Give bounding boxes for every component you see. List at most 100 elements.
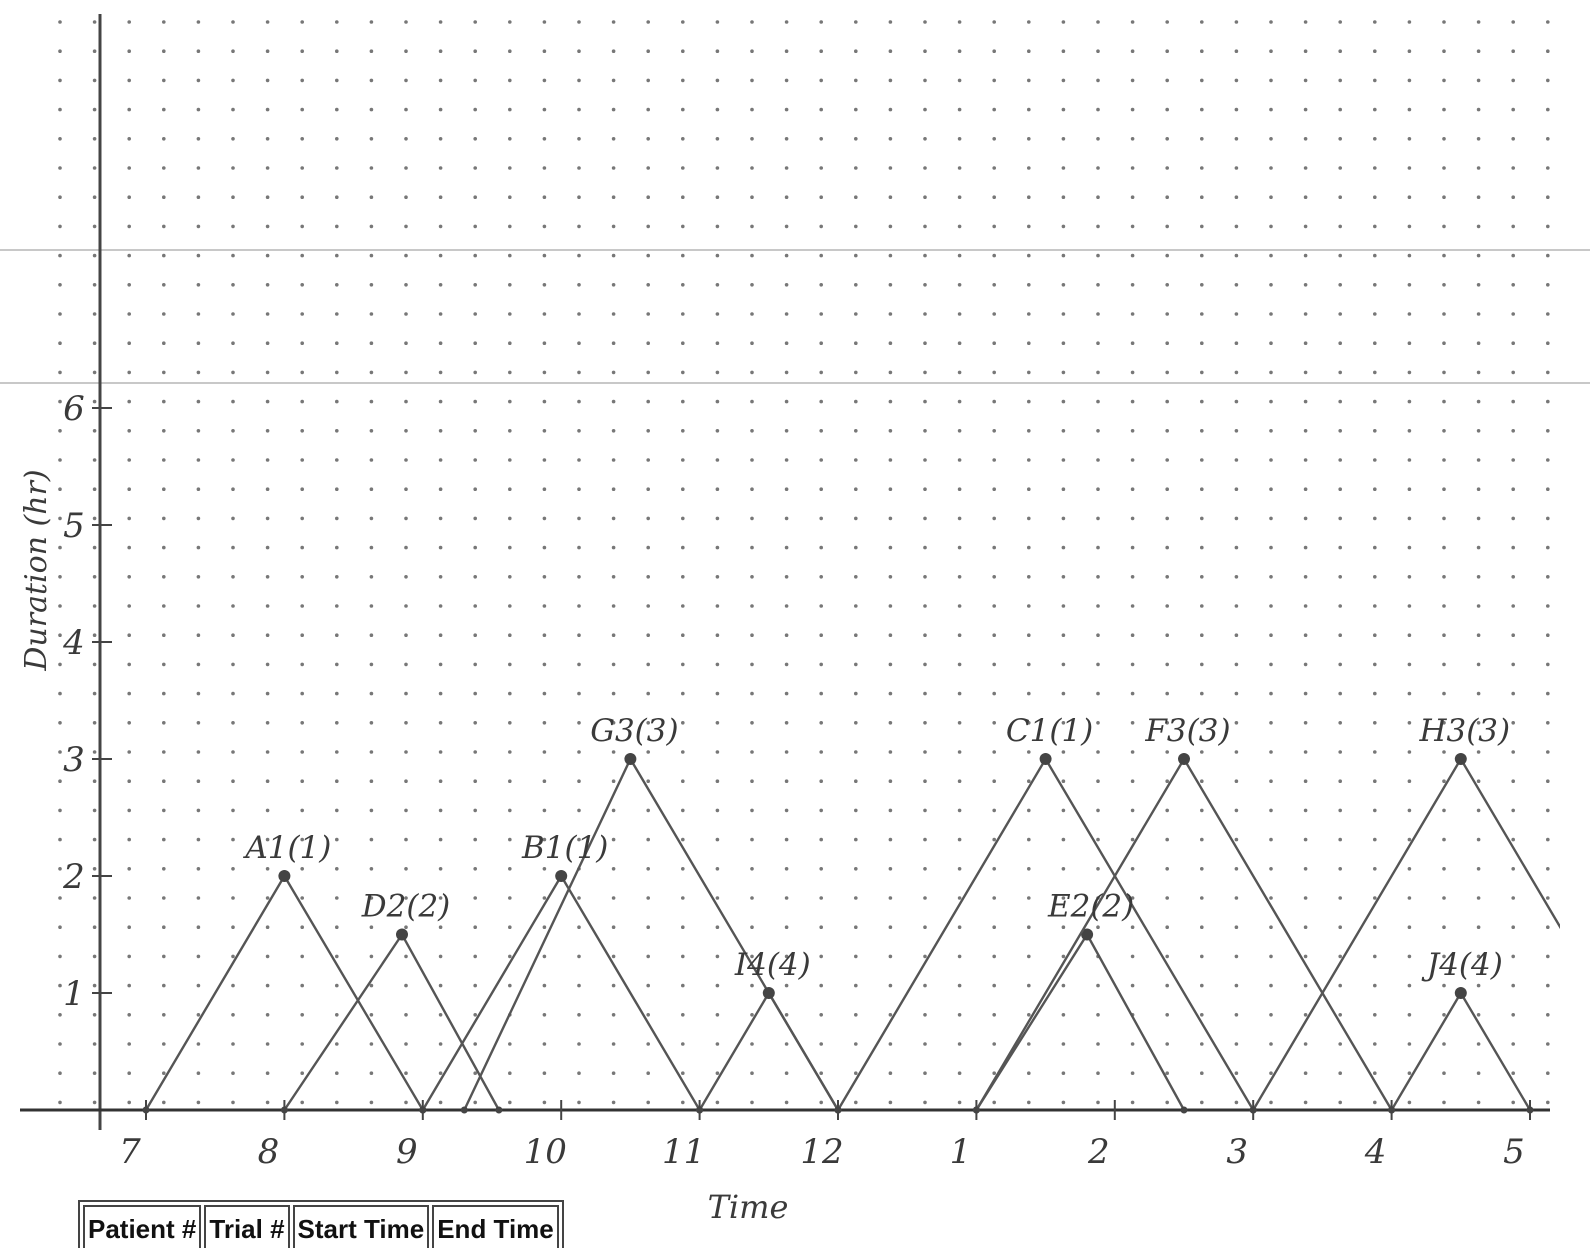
grid-dot: [819, 546, 823, 550]
grid-dot: [162, 575, 166, 579]
grid-dot: [1200, 79, 1204, 83]
grid-dot: [612, 49, 616, 53]
grid-dot: [612, 1101, 616, 1105]
grid-dot: [681, 955, 685, 959]
grid-dot: [716, 809, 720, 813]
grid-dot: [958, 400, 962, 404]
grid-dot: [162, 371, 166, 375]
grid-dot: [716, 166, 720, 170]
grid-dot: [266, 633, 270, 637]
grid-dot: [1165, 692, 1169, 696]
grid-dot: [889, 867, 893, 871]
grid-dot: [1269, 341, 1273, 345]
grid-dot: [1131, 1101, 1135, 1105]
grid-dot: [854, 137, 858, 141]
grid-dot: [923, 692, 927, 696]
grid-dot: [1511, 49, 1515, 53]
grid-dot: [266, 984, 270, 988]
grid-dot: [1269, 750, 1273, 754]
grid-dot: [58, 1013, 62, 1017]
grid-dot: [508, 225, 512, 229]
grid-dot: [58, 166, 62, 170]
grid-dot: [266, 137, 270, 141]
grid-dot: [127, 487, 131, 491]
grid-dot: [370, 838, 374, 842]
grid-dot: [577, 312, 581, 316]
grid-dot: [992, 955, 996, 959]
grid-dot: [958, 517, 962, 521]
grid-dot: [819, 838, 823, 842]
grid-dot: [1200, 925, 1204, 929]
grid-dot: [1096, 312, 1100, 316]
grid-dot: [266, 371, 270, 375]
grid-dot: [404, 1071, 408, 1075]
grid-dot: [1062, 575, 1066, 579]
data-table-header: Patient # Trial # Start Time End Time: [78, 1200, 564, 1248]
grid-dot: [854, 896, 858, 900]
grid-dot: [300, 955, 304, 959]
grid-dot: [197, 429, 201, 433]
grid-dot: [1408, 312, 1412, 316]
grid-dot: [404, 692, 408, 696]
grid-dot: [1546, 984, 1550, 988]
grid-dot: [439, 429, 443, 433]
grid-dot: [923, 1013, 927, 1017]
series-peak-point-10: [1455, 987, 1467, 999]
grid-dot: [1373, 663, 1377, 667]
grid-dot: [1408, 429, 1412, 433]
grid-dot: [439, 809, 443, 813]
grid-dot: [127, 1101, 131, 1105]
grid-dot: [231, 779, 235, 783]
grid-dot: [1546, 1013, 1550, 1017]
grid-dot: [439, 254, 443, 258]
grid-dot: [1269, 575, 1273, 579]
grid-dot: [612, 341, 616, 345]
grid-dot: [612, 604, 616, 608]
grid-dot: [1408, 809, 1412, 813]
y-tick-label: 1: [63, 974, 85, 1014]
grid-dot: [681, 400, 685, 404]
grid-dot: [335, 1042, 339, 1046]
grid-dot: [473, 750, 477, 754]
grid-dot: [266, 663, 270, 667]
grid-dot: [681, 254, 685, 258]
grid-dot: [785, 1042, 789, 1046]
grid-dot: [197, 984, 201, 988]
grid-dot: [1408, 838, 1412, 842]
grid-dot: [543, 633, 547, 637]
grid-dot: [1511, 312, 1515, 316]
grid-dot: [577, 1101, 581, 1105]
grid-dot: [197, 458, 201, 462]
grid-dot: [162, 867, 166, 871]
grid-dot: [370, 400, 374, 404]
grid-dot: [266, 79, 270, 83]
x-tick-label: 12: [800, 1132, 843, 1172]
grid-dot: [785, 838, 789, 842]
grid-dot: [58, 663, 62, 667]
grid-dot: [1408, 195, 1412, 199]
grid-dot: [58, 546, 62, 550]
grid-dot: [923, 1101, 927, 1105]
grid-dot: [1200, 750, 1204, 754]
grid-dot: [785, 400, 789, 404]
grid-dot: [1338, 604, 1342, 608]
grid-dot: [1304, 663, 1308, 667]
grid-dot: [1408, 750, 1412, 754]
grid-dot: [439, 721, 443, 725]
grid-dot: [335, 575, 339, 579]
grid-dot: [577, 254, 581, 258]
grid-dot: [992, 429, 996, 433]
grid-dot: [473, 692, 477, 696]
grid-dot: [1408, 458, 1412, 462]
paper-ruled-lines: [0, 250, 1590, 383]
grid-dot: [58, 1042, 62, 1046]
grid-dot: [473, 867, 477, 871]
grid-dot: [543, 137, 547, 141]
grid-dot: [439, 750, 443, 754]
grid-dot: [300, 692, 304, 696]
grid-dot: [646, 896, 650, 900]
grid-dot: [577, 575, 581, 579]
grid-dot: [1096, 254, 1100, 258]
grid-dot: [1442, 341, 1446, 345]
grid-dot: [1131, 867, 1135, 871]
